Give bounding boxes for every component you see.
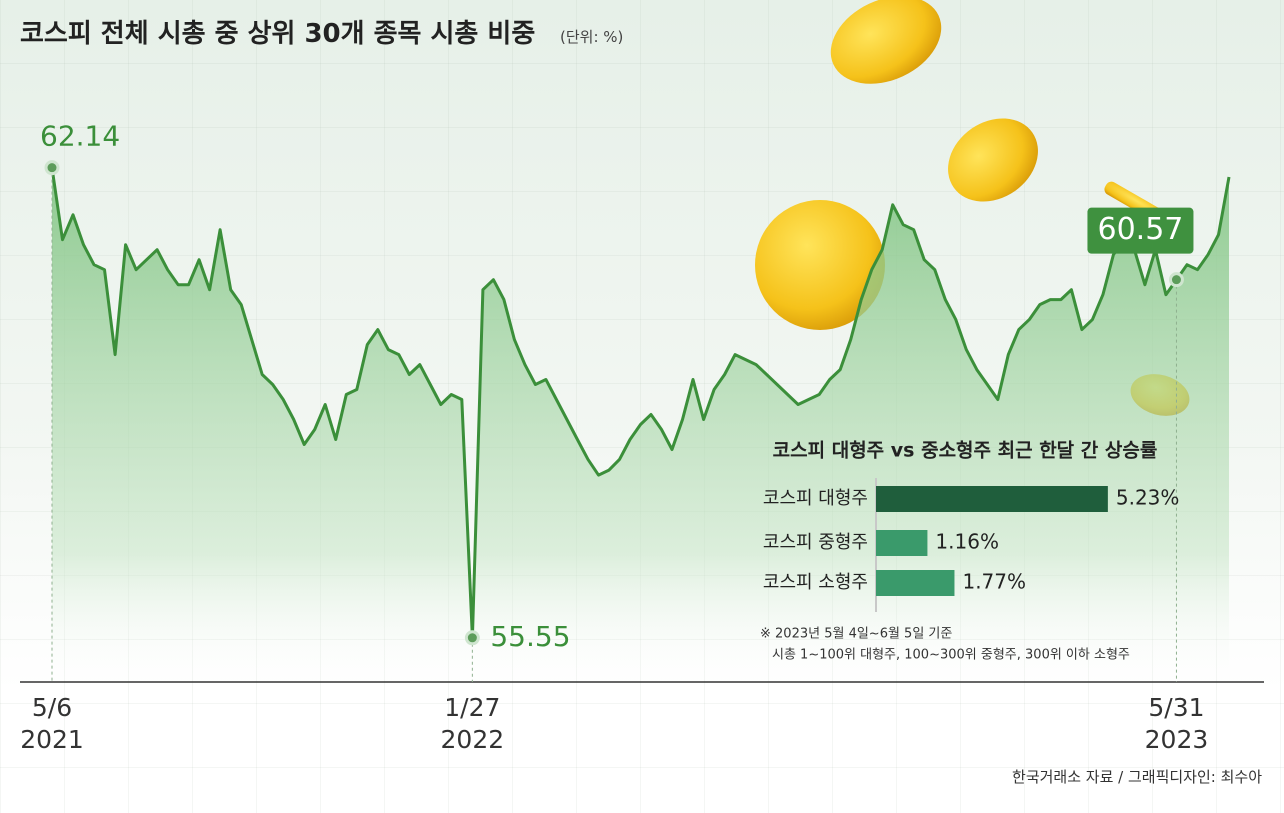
bar-value-label: 5.23% [1116, 486, 1180, 510]
inset-title: 코스피 대형주 vs 중소형주 최근 한달 간 상승률 [773, 440, 1158, 462]
chart-subtitle: (단위: %) [560, 28, 623, 46]
bar [876, 570, 955, 596]
note: 시총 1~100위 대형주, 100~300위 중형주, 300위 이하 소형주 [772, 648, 1130, 663]
bar-label: 코스피 대형주 [763, 488, 868, 509]
bar-value-label: 1.77% [962, 570, 1026, 594]
coin [755, 200, 885, 330]
bar-value-label: 1.16% [935, 530, 999, 554]
point [464, 630, 480, 646]
bar-label: 코스피 소형주 [763, 572, 868, 593]
chart-title: 코스피 전체 시총 중 상위 30개 종목 시총 비중 [20, 19, 535, 49]
value-box [1087, 207, 1194, 254]
x-tick-label: 1/27 2022 [440, 693, 505, 754]
line [50, 167, 1231, 640]
data-label: 60.57 [1098, 212, 1184, 247]
bar [876, 486, 1108, 512]
coin [948, 118, 1038, 202]
x-tick-label: 5/6 2021 [20, 693, 84, 754]
bar [876, 530, 928, 556]
data-label: 55.55 [490, 620, 570, 653]
point [44, 160, 60, 176]
point [1168, 272, 1184, 288]
source: 한국거래소 자료 / 그래픽디자인: 최수아 [1012, 768, 1262, 786]
x-tick-label: 5/31 2023 [1144, 693, 1209, 754]
bar-label: 코스피 중형주 [763, 532, 868, 553]
note: ※ 2023년 5월 4일~6월 5일 기준 [760, 627, 952, 642]
data-label: 62.14 [40, 120, 120, 153]
coin [830, 0, 942, 84]
coins [755, 0, 1190, 416]
